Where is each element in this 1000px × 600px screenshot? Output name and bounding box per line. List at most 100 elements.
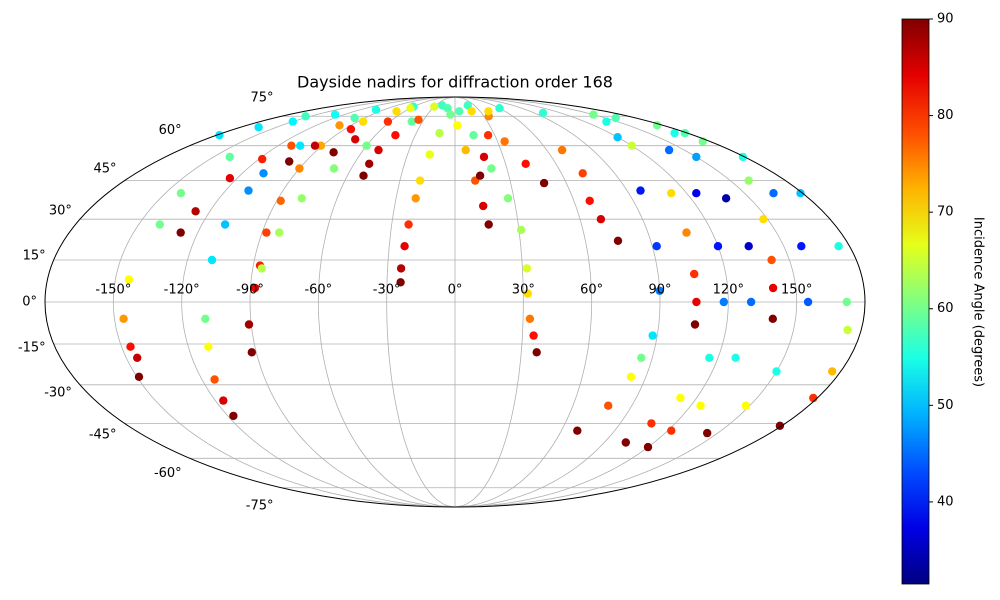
data-point: [453, 121, 462, 130]
data-point: [738, 152, 748, 162]
data-point: [254, 123, 263, 132]
y-tick-label: 30°: [49, 204, 72, 219]
data-point: [578, 169, 587, 178]
data-point: [133, 353, 142, 362]
data-point: [621, 438, 630, 447]
data-point: [596, 215, 606, 224]
data-point: [124, 275, 134, 284]
x-tick-label: 0°: [448, 283, 463, 298]
y-tick-label: -30°: [44, 385, 72, 400]
data-point: [443, 104, 452, 113]
data-point: [275, 228, 284, 237]
data-point: [316, 141, 326, 150]
data-point: [521, 159, 530, 168]
data-point: [359, 171, 368, 180]
data-point: [539, 178, 549, 188]
colorbar: [901, 18, 930, 585]
data-point: [809, 393, 818, 403]
data-point: [371, 105, 381, 114]
data-point: [358, 117, 368, 126]
data-point: [667, 189, 676, 198]
data-point: [220, 220, 230, 229]
data-point: [262, 228, 271, 237]
data-point: [225, 152, 234, 162]
data-point: [744, 242, 753, 251]
data-point: [287, 141, 296, 150]
data-point: [365, 159, 374, 168]
data-point: [721, 194, 731, 203]
data-point: [411, 194, 420, 203]
data-point: [834, 242, 843, 251]
data-point: [310, 141, 320, 150]
x-tick-label: 90°: [648, 283, 671, 298]
y-tick-label: 45°: [94, 161, 117, 176]
data-point: [692, 189, 701, 198]
data-point: [176, 189, 186, 198]
data-point: [425, 150, 434, 159]
data-point: [414, 115, 423, 125]
data-point: [705, 353, 714, 362]
x-tick-label: -30°: [373, 283, 401, 298]
data-point: [469, 131, 478, 140]
data-point: [229, 411, 238, 421]
data-point: [682, 228, 691, 237]
data-point: [126, 342, 135, 351]
map-frame: [44, 96, 866, 508]
data-point: [483, 131, 493, 140]
data-point: [329, 164, 339, 173]
colorbar-tick-label: 50: [937, 398, 954, 413]
colorbar-tick-label: 80: [937, 108, 954, 123]
data-point: [703, 428, 712, 438]
data-point: [392, 107, 401, 116]
data-point: [176, 228, 185, 237]
data-point: [637, 353, 646, 362]
data-point: [335, 121, 344, 130]
data-point: [484, 107, 493, 116]
data-point: [796, 189, 805, 198]
data-point: [201, 314, 210, 323]
data-point: [204, 342, 213, 351]
x-tick-label: -150°: [95, 283, 131, 298]
data-point: [155, 220, 164, 229]
data-point: [396, 264, 406, 273]
data-point: [769, 189, 778, 198]
data-point: [503, 194, 513, 203]
data-point: [374, 145, 383, 155]
data-point: [350, 113, 359, 123]
data-point: [713, 242, 723, 251]
data-point: [532, 348, 541, 357]
data-point: [744, 176, 753, 185]
data-point: [538, 108, 548, 118]
data-point: [719, 297, 728, 307]
data-point: [803, 297, 813, 307]
data-point: [259, 169, 268, 178]
y-tick-label: -60°: [154, 466, 182, 481]
data-point: [285, 157, 294, 166]
data-point: [523, 289, 532, 298]
data-point: [767, 255, 776, 265]
data-point: [522, 264, 532, 273]
x-tick-label: -120°: [164, 283, 200, 298]
data-point: [296, 141, 305, 150]
data-point: [351, 135, 360, 144]
data-point: [446, 110, 455, 119]
data-point: [467, 107, 476, 116]
data-point: [257, 264, 266, 273]
y-tick-label: -75°: [246, 498, 274, 513]
colorbar-tick-label: 70: [937, 205, 954, 220]
y-tick-label: 75°: [250, 91, 273, 106]
x-tick-label: -90°: [236, 283, 264, 298]
data-point: [643, 442, 653, 452]
data-point: [843, 325, 852, 335]
data-point: [484, 220, 493, 229]
data-point: [244, 320, 254, 329]
data-point: [463, 101, 472, 110]
data-point: [573, 426, 582, 435]
data-point: [652, 242, 661, 251]
data-point: [475, 171, 485, 180]
data-point: [250, 283, 260, 293]
data-point: [797, 242, 806, 251]
data-point: [828, 367, 837, 376]
data-point: [664, 145, 674, 155]
